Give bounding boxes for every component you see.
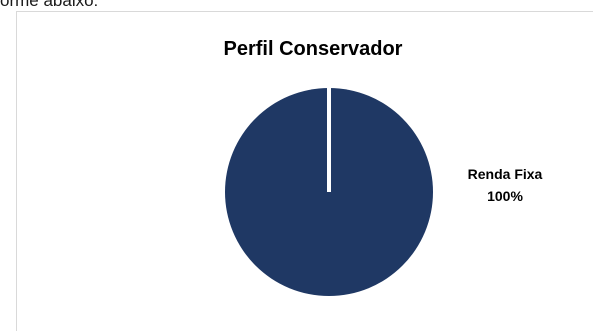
body-text-fragment: orme abaixo: [0,0,99,10]
data-label-category: Renda Fixa [467,166,543,182]
data-label-renda-fixa: Renda Fixa 100% [450,163,560,207]
data-label-value: 100% [487,188,523,204]
chart-title: Perfil Conservador [223,38,403,60]
